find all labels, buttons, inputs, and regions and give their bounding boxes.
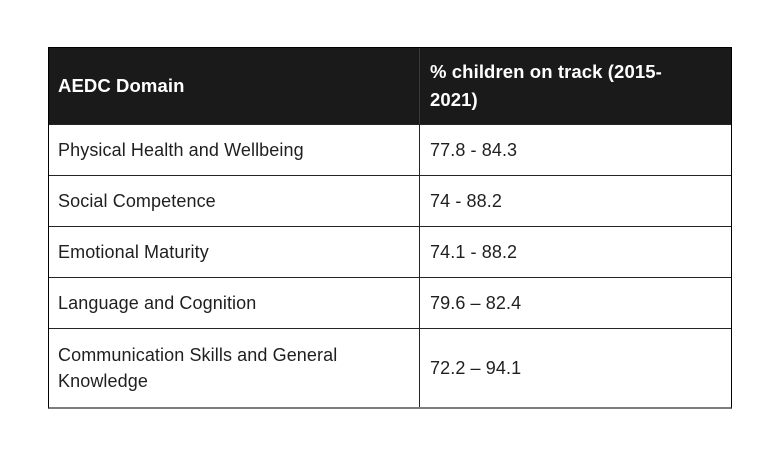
column-header-on-track-label: % children on track (2015-2021): [430, 61, 662, 110]
domain-label: Communication Skills and General Knowled…: [58, 345, 338, 391]
domain-cell: Language and Cognition: [49, 278, 419, 328]
range-cell: 77.8 - 84.3: [419, 125, 731, 175]
range-cell: 79.6 – 82.4: [419, 278, 731, 328]
domain-label: Social Competence: [58, 191, 216, 211]
range-cell: 74.1 - 88.2: [419, 227, 731, 277]
domain-cell: Emotional Maturity: [49, 227, 419, 277]
aedc-domains-table: AEDC Domain % children on track (2015-20…: [48, 47, 732, 409]
column-header-on-track: % children on track (2015-2021): [419, 48, 731, 124]
column-header-domain: AEDC Domain: [49, 48, 419, 124]
range-cell: 74 - 88.2: [419, 176, 731, 226]
range-value: 77.8 - 84.3: [430, 140, 518, 160]
domain-label: Emotional Maturity: [58, 242, 209, 262]
range-value: 74 - 88.2: [430, 191, 502, 211]
table-row: Communication Skills and General Knowled…: [49, 328, 731, 407]
table-row: Language and Cognition 79.6 – 82.4: [49, 277, 731, 328]
domain-cell: Social Competence: [49, 176, 419, 226]
domain-cell: Communication Skills and General Knowled…: [49, 329, 419, 407]
range-value: 79.6 – 82.4: [430, 293, 522, 313]
range-value: 74.1 - 88.2: [430, 242, 518, 262]
table-header-row: AEDC Domain % children on track (2015-20…: [49, 48, 731, 124]
domain-label: Language and Cognition: [58, 293, 257, 313]
range-cell: 72.2 – 94.1: [419, 329, 731, 407]
domain-label: Physical Health and Wellbeing: [58, 140, 304, 160]
table-row: Physical Health and Wellbeing 77.8 - 84.…: [49, 124, 731, 175]
table-row: Social Competence 74 - 88.2: [49, 175, 731, 226]
domain-cell: Physical Health and Wellbeing: [49, 125, 419, 175]
table-row: Emotional Maturity 74.1 - 88.2: [49, 226, 731, 277]
column-header-domain-label: AEDC Domain: [58, 75, 185, 96]
range-value: 72.2 – 94.1: [430, 358, 522, 378]
